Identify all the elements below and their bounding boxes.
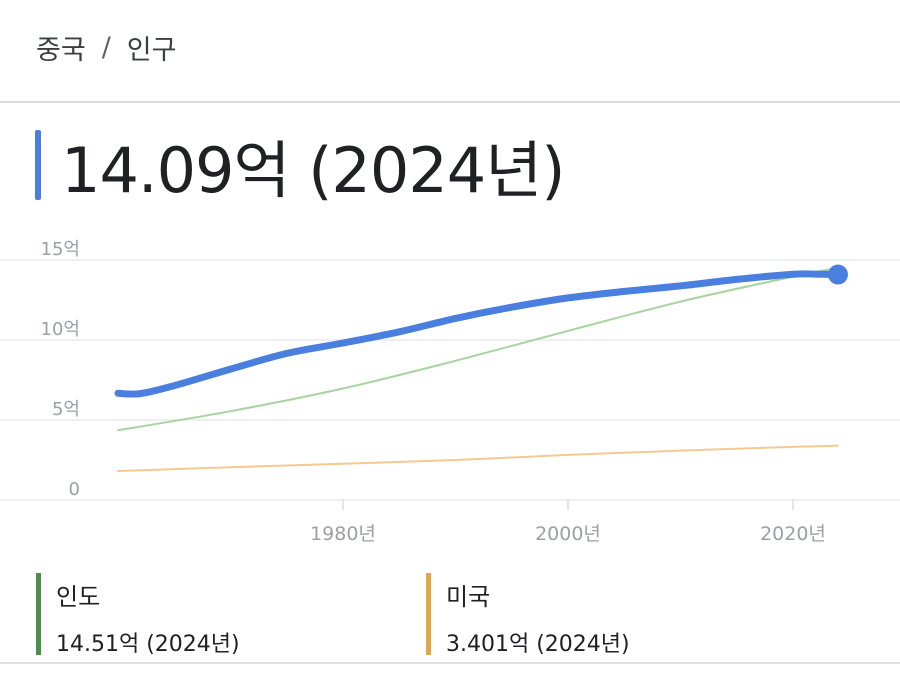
breadcrumb-country[interactable]: 중국 (36, 35, 86, 66)
breadcrumb-separator: / (101, 32, 111, 63)
legend-stripe-india (36, 573, 41, 655)
divider (0, 662, 900, 664)
legend-item-usa[interactable]: 미국 3.401억 (2024년) (426, 573, 630, 657)
population-chart[interactable]: 15억 10억 5억 0 1980년 2000년 2020년 (0, 230, 900, 560)
breadcrumb: 중국 / 인구 (36, 28, 176, 67)
legend-stripe-usa (426, 573, 431, 655)
legend-value-india: 14.51억 (2024년) (56, 632, 240, 657)
legend-name-india: 인도 (56, 583, 101, 611)
divider (0, 101, 900, 103)
legend-name-usa: 미국 (446, 583, 491, 611)
y-tick-label: 0 (69, 479, 80, 500)
x-tick-label: 2020년 (760, 523, 826, 545)
x-tick-label: 2000년 (535, 523, 601, 545)
series-endpoint-marker (828, 264, 848, 285)
headline: 14.09억 (2024년) (35, 130, 565, 207)
y-tick-label: 10억 (41, 319, 80, 340)
legend-value-usa: 3.401억 (2024년) (446, 632, 630, 657)
breadcrumb-topic: 인구 (126, 35, 177, 66)
y-tick-label: 5억 (52, 399, 80, 420)
series-line-china (114, 270, 842, 398)
y-tick-label: 15억 (41, 239, 80, 260)
x-tick-label: 1980년 (310, 523, 376, 545)
headline-accent-bar (35, 130, 41, 200)
series-line-usa (117, 444, 839, 472)
legend-item-india[interactable]: 인도 14.51억 (2024년) (36, 573, 240, 657)
headline-value: 14.09억 (2024년) (61, 134, 565, 207)
series-line-india (117, 266, 839, 432)
